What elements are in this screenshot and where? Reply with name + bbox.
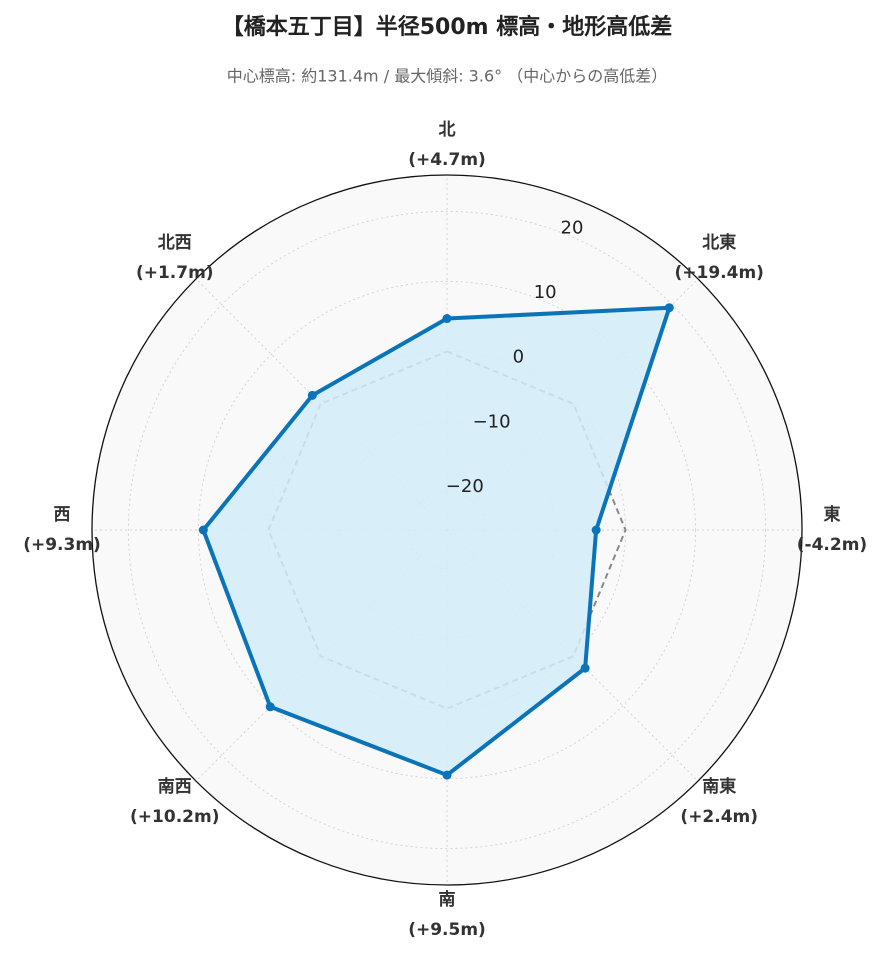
data-point xyxy=(198,525,208,535)
plot-border xyxy=(91,174,803,886)
value-label: (+10.2m) xyxy=(130,807,219,827)
value-label: (-4.2m) xyxy=(797,535,867,555)
value-label: (+9.5m) xyxy=(408,920,486,940)
category-label: 南西 xyxy=(158,776,192,797)
value-label: (+9.3m) xyxy=(23,535,101,555)
data-point xyxy=(442,314,452,324)
category-label: 西 xyxy=(54,505,71,525)
category-label: 北 xyxy=(439,120,456,140)
category-label: 北東 xyxy=(702,232,736,253)
data-point xyxy=(580,663,590,673)
angular-grid-line xyxy=(446,529,699,782)
category-label: 東 xyxy=(824,504,841,525)
data-point xyxy=(442,770,452,780)
radial-tick-label: 0 xyxy=(513,347,524,368)
angular-grid-line xyxy=(195,278,448,531)
category-label: 北西 xyxy=(158,233,192,253)
category-label: 南 xyxy=(439,889,456,910)
data-point xyxy=(591,525,601,535)
chart-title: 【橋本五丁目】半径500m 標高・地形高低差 xyxy=(222,14,673,40)
angular-grid-line xyxy=(195,529,448,782)
value-label: (+2.4m) xyxy=(680,807,758,827)
radial-tick-label: 20 xyxy=(561,217,584,238)
radial-tick-label: 10 xyxy=(534,282,557,303)
data-point xyxy=(307,390,317,400)
value-label: (+4.7m) xyxy=(408,150,486,170)
data-point xyxy=(265,702,275,712)
data-point xyxy=(664,303,674,313)
chart-subtitle: 中心標高: 約131.4m / 最大傾斜: 3.6° （中心からの高低差） xyxy=(227,67,667,86)
value-label: (+19.4m) xyxy=(675,263,764,283)
grid-circle xyxy=(127,210,767,850)
value-label: (+1.7m) xyxy=(136,263,214,283)
radial-tick-label: −20 xyxy=(446,476,484,497)
category-label: 南東 xyxy=(702,776,736,797)
radial-tick-label: −10 xyxy=(473,411,511,432)
